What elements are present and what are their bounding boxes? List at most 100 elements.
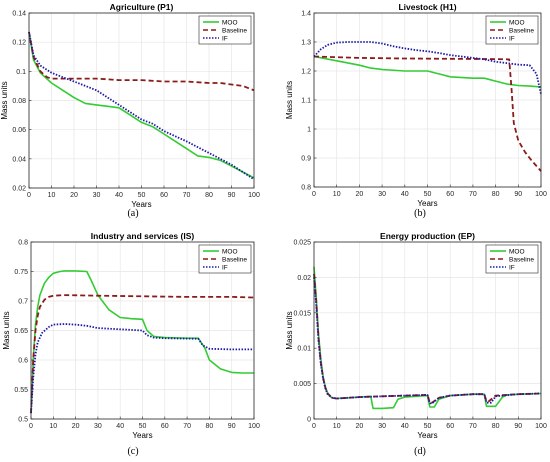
x-tick-label: 0 [27, 192, 31, 199]
x-tick-label: 30 [378, 423, 386, 430]
y-tick-label: 0.01 [297, 346, 311, 353]
x-tick-label: 10 [333, 191, 341, 198]
series-line-baseline [313, 273, 542, 404]
y-tick-label: 1.3 [301, 40, 311, 47]
x-tick-label: 20 [356, 423, 364, 430]
x-tick-label: 10 [49, 423, 57, 430]
x-tick-label: 70 [469, 423, 477, 430]
y-tick-label: 0.12 [12, 40, 26, 47]
x-tick-label: 70 [469, 191, 477, 198]
y-tick-label: 0.6 [18, 358, 28, 365]
legend-label-baseline: Baseline [222, 27, 247, 34]
y-tick-label: 0.04 [12, 156, 26, 163]
chart-panel-3: 0 10 20 30 40 50 60 70 80 90 100 0 0.005 0.01 0.015 0.0… [285, 231, 547, 457]
y-tick-label: 0.1 [16, 69, 26, 76]
y-axis-label: Mass units [2, 311, 11, 349]
x-tick-label: 80 [206, 423, 214, 430]
x-tick-label: 30 [378, 191, 386, 198]
x-tick-label: 20 [356, 191, 364, 198]
x-tick-label: 60 [160, 192, 168, 199]
x-tick-label: 40 [115, 192, 123, 199]
y-tick-label: 1 [307, 127, 311, 134]
x-tick-label: 30 [94, 423, 102, 430]
x-tick-label: 10 [48, 192, 56, 199]
y-tick-label: 0.005 [293, 381, 311, 388]
x-tick-label: 100 [535, 191, 547, 198]
legend-label-baseline: Baseline [509, 27, 534, 34]
chart-title: Energy production (EP) [380, 231, 475, 241]
x-tick-label: 60 [446, 423, 454, 430]
panel-label: (c) [127, 446, 138, 457]
x-tick-label: 0 [312, 423, 316, 430]
x-tick-label: 90 [228, 192, 236, 199]
series-line-moo [313, 55, 542, 88]
legend-label-baseline: Baseline [222, 256, 247, 263]
legend-label-if: IF [509, 35, 515, 42]
y-tick-label: 0.08 [12, 98, 26, 105]
series-line-baseline [313, 55, 542, 172]
y-tick-label: 0.02 [12, 186, 26, 193]
legend-label-if: IF [222, 35, 228, 42]
legend-label-if: IF [509, 264, 515, 271]
series-line-baseline [30, 294, 255, 414]
y-tick-label: 0.02 [297, 275, 311, 282]
x-tick-label: 30 [93, 192, 101, 199]
y-tick-label: 0.7 [18, 299, 28, 306]
y-tick-label: 0.65 [14, 328, 28, 335]
y-tick-label: 0.8 [18, 240, 28, 247]
x-axis-label: Years [131, 200, 151, 209]
x-axis-label: Years [417, 431, 437, 440]
x-tick-label: 70 [183, 423, 191, 430]
legend-label-moo: MOO [222, 248, 238, 255]
y-tick-label: 1.4 [301, 11, 311, 18]
x-tick-label: 40 [401, 191, 409, 198]
y-axis-label: Mass units [285, 81, 294, 119]
y-tick-label: 1.1 [301, 98, 311, 105]
x-tick-label: 60 [161, 423, 169, 430]
x-tick-label: 80 [492, 191, 500, 198]
x-axis-label: Years [417, 199, 437, 208]
y-tick-label: 0.55 [14, 387, 28, 394]
x-tick-label: 90 [514, 423, 522, 430]
x-tick-label: 100 [248, 423, 260, 430]
x-axis-label: Years [132, 431, 152, 440]
x-tick-label: 50 [138, 192, 146, 199]
x-tick-label: 100 [248, 192, 260, 199]
legend-label-moo: MOO [222, 19, 238, 26]
y-tick-label: 0.14 [12, 11, 26, 18]
y-axis-label: Mass units [285, 311, 294, 349]
series-line-if [313, 277, 542, 405]
x-tick-label: 0 [312, 191, 316, 198]
x-tick-label: 60 [446, 191, 454, 198]
y-axis-label: Mass units [0, 81, 9, 119]
x-tick-label: 20 [70, 192, 78, 199]
chart-panel-2: 0 10 20 30 40 50 60 70 80 90 100 0.5 0.55 0.6 0.65 0.7 0… [2, 231, 260, 457]
series-line-moo [28, 31, 255, 179]
panel-label: (a) [127, 208, 138, 219]
y-tick-label: 1.2 [301, 69, 311, 76]
y-tick-label: 0.5 [18, 417, 28, 424]
x-tick-label: 70 [183, 192, 191, 199]
x-tick-label: 20 [72, 423, 80, 430]
x-tick-label: 40 [401, 423, 409, 430]
panel-label: (d) [414, 446, 426, 457]
y-tick-label: 0.9 [301, 156, 311, 163]
chart-panel-0: 0 10 20 30 40 50 60 70 80 90 100 0.02 0.04 0.06 0.08 0.… [0, 2, 260, 219]
legend-label-moo: MOO [509, 248, 525, 255]
x-tick-label: 40 [116, 423, 124, 430]
chart-title: Livestock (H1) [398, 2, 456, 12]
y-tick-label: 0.75 [14, 269, 28, 276]
x-tick-label: 80 [205, 192, 213, 199]
y-tick-label: 0.8 [301, 185, 311, 192]
chart-panel-1: 0 10 20 30 40 50 60 70 80 90 100 0.8 0.9 1 1.1 1.2 1.3 1.… [285, 2, 547, 219]
y-tick-label: 0.015 [293, 310, 311, 317]
series-line-if [28, 31, 255, 181]
x-tick-label: 90 [228, 423, 236, 430]
y-tick-label: 0.025 [293, 240, 311, 247]
x-tick-label: 50 [424, 191, 432, 198]
